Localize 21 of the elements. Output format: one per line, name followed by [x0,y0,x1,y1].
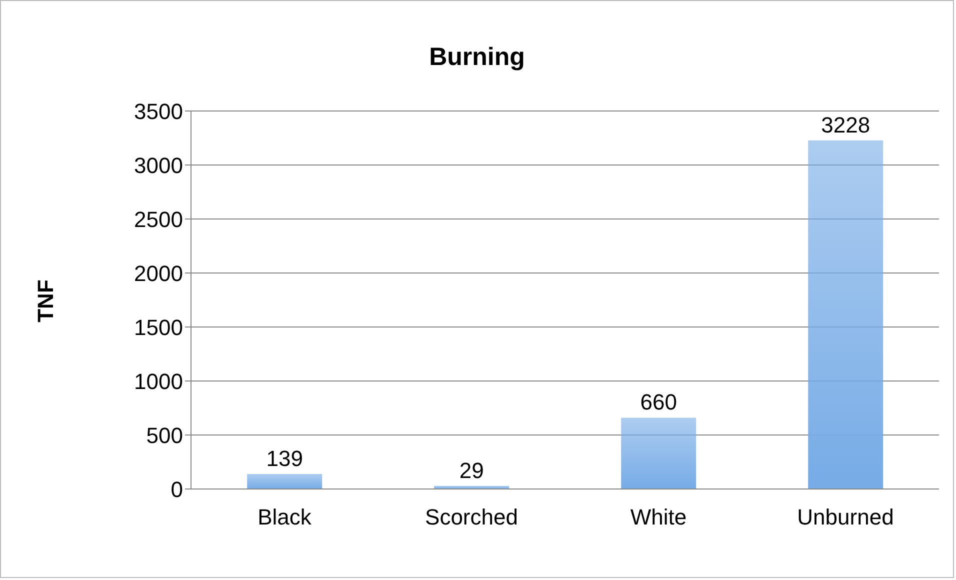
y-axis-title: TNF [33,280,59,322]
data-label: 139 [266,446,303,471]
x-tick-label: Unburned [797,504,894,530]
x-tick-label: Scorched [425,504,518,530]
bar [621,418,696,489]
data-label: 29 [459,458,484,483]
y-tick-label: 2500 [134,206,183,232]
bar [808,140,884,489]
x-tick-label: White [630,504,687,530]
x-tick-label: Black [258,504,312,530]
data-label: 660 [640,390,677,415]
y-tick-label: 3000 [134,152,183,178]
data-label: 3228 [821,112,870,138]
y-tick-label: 0 [170,476,183,502]
chart-title: Burning [428,43,526,72]
y-tick-label: 1000 [134,368,183,394]
y-tick-label: 1500 [134,314,183,340]
bar [247,474,322,489]
y-tick-label: 3500 [134,98,183,124]
y-tick-label: 2000 [134,260,183,286]
y-tick-label: 500 [146,422,183,448]
